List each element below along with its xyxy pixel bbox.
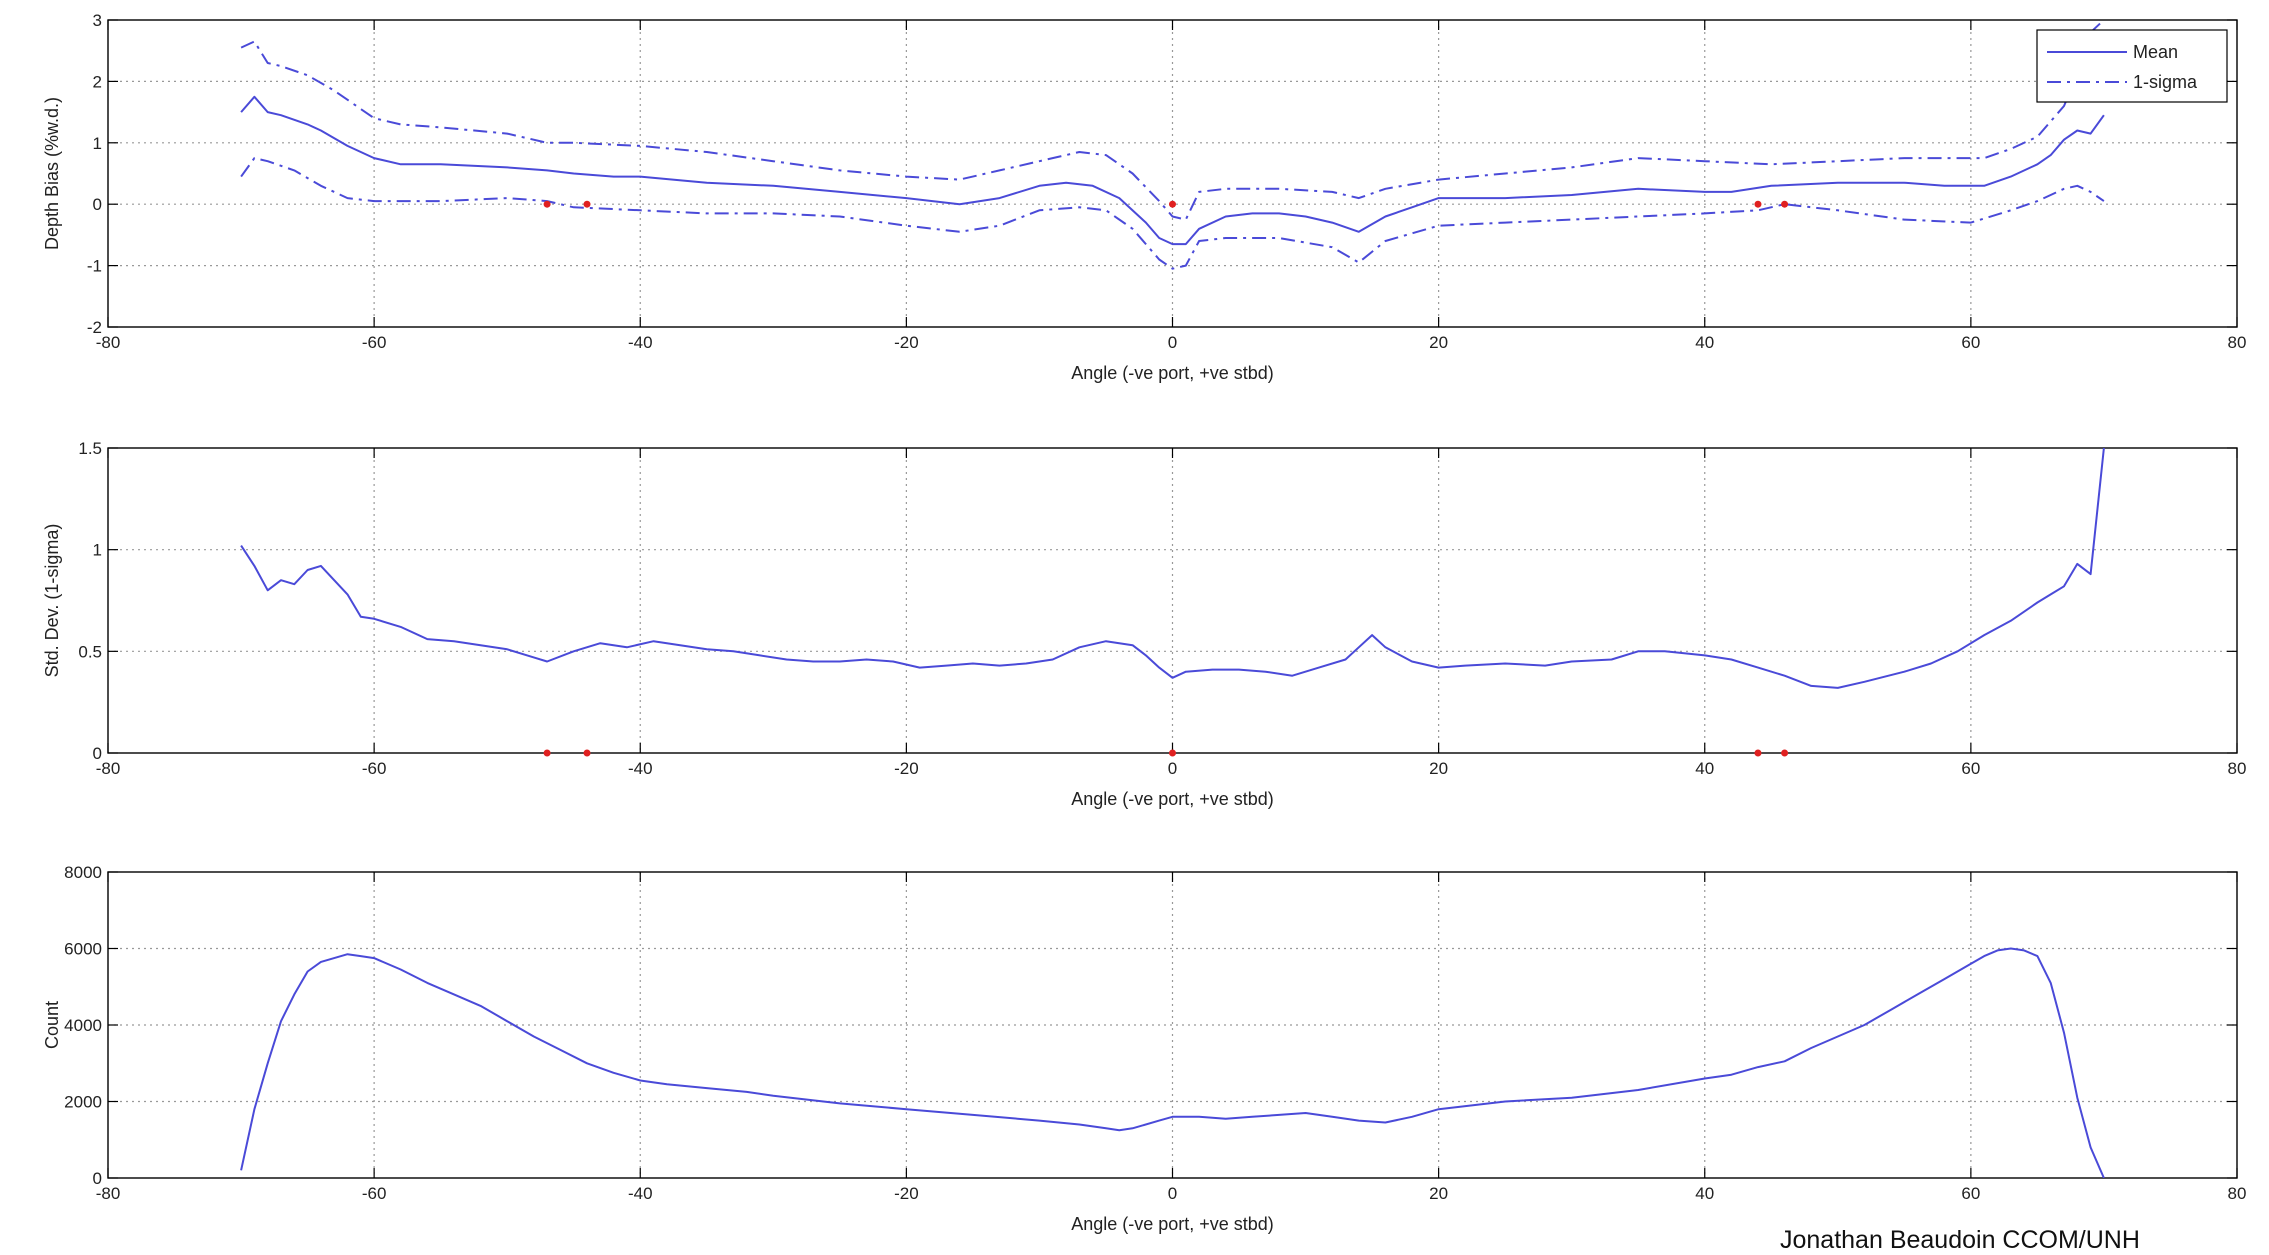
x-tick-label: 60: [1961, 333, 1980, 352]
y-tick-label: 0: [93, 744, 102, 763]
x-tick-label: 40: [1695, 333, 1714, 352]
series-line-series-0: [240, 947, 2105, 1178]
zero-marker: [543, 749, 551, 757]
x-tick-label: 80: [2228, 1184, 2247, 1203]
legend-label: Mean: [2133, 42, 2178, 62]
zero-marker: [1754, 749, 1762, 757]
zero-marker: [1781, 200, 1789, 208]
x-tick-label: 40: [1695, 759, 1714, 778]
y-tick-label: 3: [93, 11, 102, 30]
count-panel: -80 -60 -40 -20 0 20 40 60 80 0 2000 4000 6000 8000 An…: [42, 863, 2246, 1234]
series-line-1-sigma: [240, 20, 2105, 221]
y-tick-label: 2: [93, 72, 102, 91]
x-tick-label: 80: [2228, 759, 2247, 778]
zero-marker: [1754, 200, 1762, 208]
x-axis-label: Angle (-ve port, +ve stbd): [1071, 789, 1274, 809]
legend-box: [2036, 29, 2228, 103]
zero-marker: [1169, 749, 1176, 757]
x-tick-label: -20: [894, 333, 919, 352]
x-axis-label: Angle (-ve port, +ve stbd): [1071, 363, 1274, 383]
x-tick-label: 40: [1695, 1184, 1714, 1203]
legend-label: 1-sigma: [2133, 72, 2198, 92]
zero-marker: [543, 200, 551, 208]
y-tick-label: 0: [93, 195, 102, 214]
std-dev-panel: -80 -60 -40 -20 0 20 40 60 80 0 0.5 1 1.5 Angle (-ve …: [42, 439, 2246, 809]
x-tick-label: 60: [1961, 759, 1980, 778]
x-tick-label: -60: [362, 1184, 387, 1203]
y-tick-label: 0.5: [78, 642, 102, 661]
x-tick-label: -40: [628, 1184, 653, 1203]
y-tick-label: 2000: [64, 1093, 102, 1112]
x-tick-label: 0: [1168, 759, 1177, 778]
x-tick-label: -80: [96, 1184, 121, 1203]
zero-marker: [1781, 749, 1789, 757]
x-tick-label: 0: [1168, 1184, 1177, 1203]
axes-box: [107, 19, 2238, 328]
series-line-series-0: [240, 448, 2105, 689]
x-tick-label: 60: [1961, 1184, 1980, 1203]
y-tick-label: 1: [93, 541, 102, 560]
series-line-1-sigma-lower: [240, 157, 2105, 270]
series-line-mean: [240, 95, 2105, 246]
zero-marker: [583, 200, 591, 208]
y-tick-label: 4000: [64, 1016, 102, 1035]
x-tick-label: -60: [362, 333, 387, 352]
x-tick-label: -80: [96, 759, 121, 778]
y-tick-label: 6000: [64, 940, 102, 959]
x-tick-label: -40: [628, 759, 653, 778]
x-tick-label: 20: [1429, 1184, 1448, 1203]
y-axis-label: Depth Bias (%w.d.): [42, 97, 62, 250]
x-tick-label: 20: [1429, 333, 1448, 352]
x-axis-label: Angle (-ve port, +ve stbd): [1071, 1214, 1274, 1234]
x-tick-label: 0: [1168, 333, 1177, 352]
zero-marker: [1169, 200, 1176, 208]
y-tick-label: -1: [87, 257, 102, 276]
y-axis-label: Std. Dev. (1-sigma): [42, 524, 62, 678]
zero-marker: [583, 749, 591, 757]
credit-text: Jonathan Beaudoin CCOM/UNH: [1780, 1226, 2140, 1254]
x-tick-label: 80: [2228, 333, 2247, 352]
depth-bias-panel: -80 -60 -40 -20 0 20 40 60 80 -2 -1 0 1 2 3 Angle (-ve …: [42, 11, 2246, 383]
x-tick-label: -80: [96, 333, 121, 352]
y-axis-label: Count: [42, 1001, 62, 1049]
y-tick-label: 1.5: [78, 439, 102, 458]
x-tick-label: -20: [894, 1184, 919, 1203]
x-tick-label: -60: [362, 759, 387, 778]
x-tick-label: 20: [1429, 759, 1448, 778]
y-tick-label: 1: [93, 134, 102, 153]
y-tick-label: -2: [87, 318, 102, 337]
y-tick-label: 8000: [64, 863, 102, 882]
x-tick-label: -40: [628, 333, 653, 352]
y-tick-label: 0: [93, 1169, 102, 1188]
x-tick-label: -20: [894, 759, 919, 778]
